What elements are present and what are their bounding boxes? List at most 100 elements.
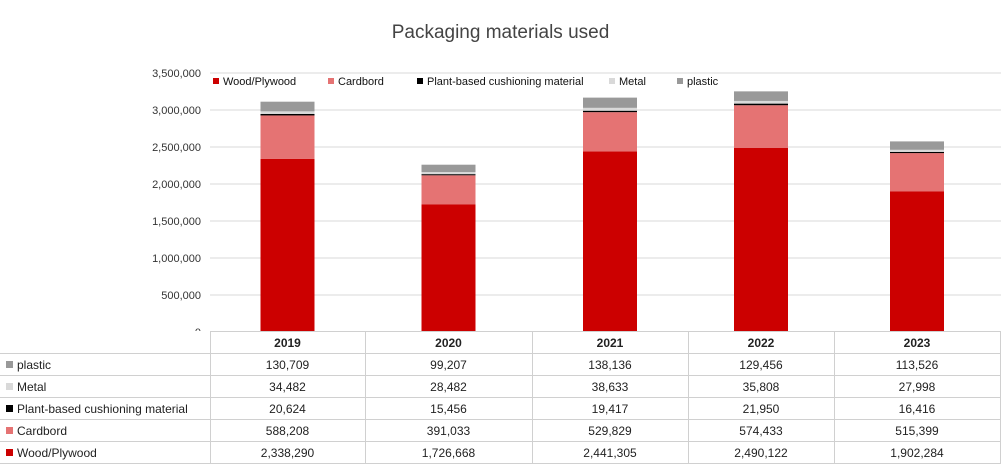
legend-label: Plant-based cushioning material bbox=[427, 76, 584, 88]
y-tick-label: 3,000,000 bbox=[152, 105, 201, 117]
bar-segment bbox=[260, 158, 315, 331]
legend-label: Cardbord bbox=[338, 76, 384, 88]
table-corner bbox=[0, 331, 211, 354]
data-label: 2,338,290 bbox=[209, 441, 366, 464]
bar-segment bbox=[260, 111, 315, 114]
series-swatch bbox=[6, 448, 13, 456]
data-label: 1,902,284 bbox=[833, 441, 1001, 464]
bar-segment bbox=[260, 101, 315, 112]
series-name: Plant-based cushioning material bbox=[17, 401, 188, 416]
series-name: Metal bbox=[17, 379, 47, 394]
series-label: plastic bbox=[0, 353, 211, 376]
bars bbox=[260, 91, 944, 331]
data-label: 21,950 bbox=[687, 397, 835, 420]
y-tick-label: 1,500,000 bbox=[152, 216, 201, 228]
series-label: Cardbord bbox=[0, 419, 211, 442]
data-label: 20,624 bbox=[209, 397, 366, 420]
data-label: 130,709 bbox=[209, 353, 366, 376]
table-row: Plant-based cushioning material 20,624 15,… bbox=[0, 397, 1001, 420]
bar-segment bbox=[260, 113, 315, 116]
y-axis: 0 500,000 1,000,000 1,500,000 2,000,000 2,500… bbox=[152, 68, 201, 331]
legend-swatch bbox=[417, 78, 423, 84]
data-label: 34,482 bbox=[209, 375, 366, 398]
data-label: 588,208 bbox=[209, 419, 366, 442]
bar-segment bbox=[734, 105, 788, 148]
bar-segment bbox=[890, 191, 944, 331]
bar-segment bbox=[421, 175, 476, 205]
series-name: plastic bbox=[17, 357, 52, 372]
data-label: 2,441,305 bbox=[531, 441, 689, 464]
series-name: Wood/Plywood bbox=[17, 445, 97, 460]
data-label: 28,482 bbox=[364, 375, 533, 398]
series-label: Metal bbox=[0, 375, 211, 398]
table-row: Metal 34,482 28,482 38,633 35,808 27,998 bbox=[0, 375, 1001, 398]
series-swatch bbox=[6, 404, 13, 412]
data-label: 574,433 bbox=[687, 419, 835, 442]
series-swatch bbox=[6, 360, 13, 368]
series-label: Plant-based cushioning material bbox=[0, 397, 211, 420]
data-label: 138,136 bbox=[531, 353, 689, 376]
category-label: 2023 bbox=[833, 331, 1001, 354]
data-label: 19,417 bbox=[531, 397, 689, 420]
data-label: 2,490,122 bbox=[687, 441, 835, 464]
legend-swatch bbox=[609, 78, 615, 84]
data-label: 27,998 bbox=[833, 375, 1001, 398]
data-label: 529,829 bbox=[531, 419, 689, 442]
bar-segment bbox=[583, 107, 637, 111]
legend-swatch bbox=[677, 78, 683, 84]
table-row: plastic 130,709 99,207 138,136 129,456 113,52… bbox=[0, 353, 1001, 376]
bar-segment bbox=[734, 147, 788, 331]
series-label: Wood/Plywood bbox=[0, 441, 211, 464]
category-label: 2019 bbox=[209, 331, 366, 354]
bar-segment bbox=[421, 164, 476, 173]
data-label: 515,399 bbox=[833, 419, 1001, 442]
bar-segment bbox=[734, 100, 788, 104]
bar-segment bbox=[734, 103, 788, 106]
data-label: 35,808 bbox=[687, 375, 835, 398]
data-label: 38,633 bbox=[531, 375, 689, 398]
bar-segment bbox=[421, 172, 476, 175]
data-label: 113,526 bbox=[833, 353, 1001, 376]
series-swatch bbox=[6, 426, 13, 434]
y-tick-label: 2,500,000 bbox=[152, 142, 201, 154]
table-header-row: 2019 2020 2021 2022 2023 bbox=[0, 331, 1001, 354]
data-label: 16,416 bbox=[833, 397, 1001, 420]
bar-segment bbox=[890, 141, 944, 150]
y-tick-label: 1,000,000 bbox=[152, 253, 201, 265]
bar-segment bbox=[583, 110, 637, 113]
bar-segment bbox=[421, 174, 476, 176]
stacked-bar-chart: 0 500,000 1,000,000 1,500,000 2,000,000 2,500… bbox=[152, 68, 1001, 331]
bar-segment bbox=[734, 91, 788, 101]
legend-label: Metal bbox=[619, 76, 646, 88]
category-label: 2022 bbox=[687, 331, 835, 354]
table-row: Wood/Plywood 2,338,290 1,726,668 2,441,305 2… bbox=[0, 441, 1001, 464]
legend-swatch bbox=[328, 78, 334, 84]
bar-segment bbox=[583, 97, 637, 108]
data-label: 15,456 bbox=[364, 397, 533, 420]
legend-swatch bbox=[213, 78, 219, 84]
legend: Wood/Plywood Cardbord Plant-based cushioni… bbox=[213, 76, 719, 88]
category-label: 2020 bbox=[364, 331, 533, 354]
bar-segment bbox=[583, 151, 637, 331]
bar-segment bbox=[890, 153, 944, 192]
bar-segment bbox=[890, 151, 944, 154]
bar-segment bbox=[260, 115, 315, 159]
y-tick-label: 2,000,000 bbox=[152, 179, 201, 191]
data-label: 99,207 bbox=[364, 353, 533, 376]
bar-segment bbox=[421, 204, 476, 331]
bar-segment bbox=[890, 149, 944, 152]
data-label: 391,033 bbox=[364, 419, 533, 442]
legend-label: Wood/Plywood bbox=[223, 76, 296, 88]
y-tick-label: 0 bbox=[195, 327, 201, 331]
data-label: 1,726,668 bbox=[364, 441, 533, 464]
series-swatch bbox=[6, 382, 13, 390]
y-tick-label: 3,500,000 bbox=[152, 68, 201, 80]
y-tick-label: 500,000 bbox=[161, 290, 201, 302]
legend-label: plastic bbox=[687, 76, 719, 88]
category-label: 2021 bbox=[531, 331, 689, 354]
table-row: Cardbord 588,208 391,033 529,829 574,433 515,… bbox=[0, 419, 1001, 442]
data-label: 129,456 bbox=[687, 353, 835, 376]
series-name: Cardbord bbox=[17, 423, 68, 438]
chart-title: Packaging materials used bbox=[391, 22, 610, 43]
data-table: 2019 2020 2021 2022 2023 plastic 130,709 99,207… bbox=[0, 331, 1001, 464]
